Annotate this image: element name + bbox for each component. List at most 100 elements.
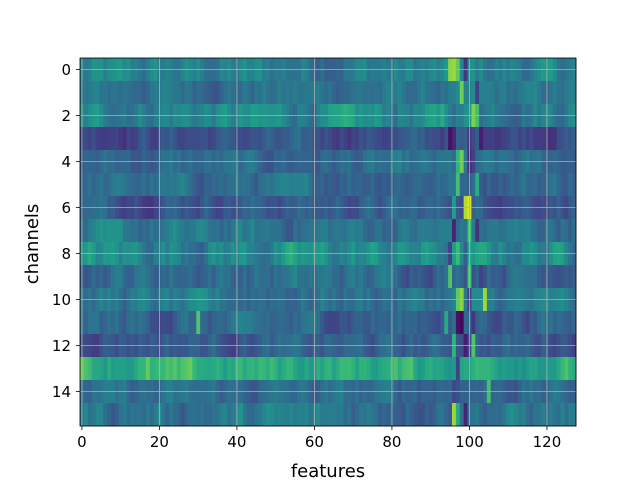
heatmap-cell bbox=[483, 173, 488, 197]
heatmap-cell bbox=[87, 81, 93, 105]
heatmap-cell bbox=[289, 173, 294, 197]
heatmap-cell bbox=[444, 265, 449, 289]
heatmap-cell bbox=[180, 173, 186, 197]
heatmap-cell bbox=[138, 311, 143, 335]
heatmap-cell bbox=[269, 265, 275, 289]
heatmap-cell bbox=[114, 357, 120, 381]
heatmap-cell bbox=[304, 357, 310, 381]
heatmap-cell bbox=[165, 127, 170, 151]
heatmap-cell bbox=[250, 311, 255, 335]
heatmap-cell bbox=[173, 311, 178, 335]
heatmap-cell bbox=[409, 219, 414, 243]
heatmap-cell bbox=[149, 311, 155, 335]
heatmap-cell bbox=[145, 265, 151, 289]
heatmap-cell bbox=[242, 127, 248, 151]
heatmap-cell bbox=[366, 357, 372, 381]
heatmap-cell bbox=[285, 403, 290, 427]
heatmap-cell bbox=[99, 81, 104, 105]
heatmap-cell bbox=[200, 127, 205, 151]
heatmap-cell bbox=[289, 311, 294, 335]
heatmap-cell bbox=[409, 265, 414, 289]
heatmap-cell bbox=[366, 265, 372, 289]
heatmap-cell bbox=[281, 219, 286, 243]
heatmap-cell bbox=[359, 219, 364, 243]
heatmap-cell bbox=[386, 127, 391, 151]
heatmap-cell bbox=[374, 357, 379, 381]
heatmap-cell bbox=[254, 219, 259, 243]
heatmap-cells bbox=[80, 58, 577, 427]
heatmap-cell bbox=[161, 81, 166, 105]
heatmap-cell bbox=[142, 127, 147, 151]
heatmap-cell bbox=[409, 357, 414, 381]
heatmap-cell bbox=[413, 219, 418, 243]
heatmap-cell bbox=[254, 311, 259, 335]
heatmap-cell bbox=[153, 173, 158, 197]
heatmap-cell bbox=[455, 265, 461, 289]
heatmap-cell bbox=[320, 127, 325, 151]
heatmap-cell bbox=[533, 265, 538, 289]
heatmap-cell bbox=[452, 127, 457, 151]
heatmap-cell bbox=[510, 173, 515, 197]
heatmap-cell bbox=[142, 173, 147, 197]
heatmap-cell bbox=[455, 219, 461, 243]
heatmap-cell bbox=[417, 81, 422, 105]
heatmap-cell bbox=[103, 311, 108, 335]
heatmap-cell bbox=[192, 403, 197, 427]
heatmap-cell bbox=[250, 173, 255, 197]
heatmap-cell bbox=[145, 81, 151, 105]
heatmap-cell bbox=[494, 219, 499, 243]
heatmap-cell bbox=[289, 357, 294, 381]
heatmap-cell bbox=[541, 403, 546, 427]
heatmap-cell bbox=[521, 219, 527, 243]
heatmap-cell bbox=[564, 219, 569, 243]
heatmap-cell bbox=[188, 173, 193, 197]
heatmap-cell bbox=[215, 127, 220, 151]
heatmap-cell bbox=[254, 403, 259, 427]
heatmap-cell bbox=[432, 219, 437, 243]
heatmap-cell bbox=[145, 403, 151, 427]
heatmap-cell bbox=[188, 311, 193, 335]
heatmap-cell bbox=[517, 403, 523, 427]
heatmap-cell bbox=[541, 311, 546, 335]
heatmap-cell bbox=[250, 265, 255, 289]
heatmap-cell bbox=[362, 219, 368, 243]
heatmap-cell bbox=[242, 81, 248, 105]
heatmap-cell bbox=[568, 127, 573, 151]
heatmap-cell bbox=[196, 403, 201, 427]
heatmap-cell bbox=[277, 265, 282, 289]
heatmap-cell bbox=[238, 265, 244, 289]
heatmap-cell bbox=[328, 81, 333, 105]
heatmap-cell bbox=[409, 311, 414, 335]
heatmap-cell bbox=[277, 311, 282, 335]
heatmap-cell bbox=[134, 127, 139, 151]
heatmap-cell bbox=[91, 357, 96, 381]
heatmap-cell bbox=[506, 219, 511, 243]
heatmap-cell bbox=[510, 403, 515, 427]
heatmap-cell bbox=[118, 173, 124, 197]
heatmap-cell bbox=[471, 265, 476, 289]
heatmap-cell bbox=[521, 127, 527, 151]
heatmap-cell bbox=[517, 311, 523, 335]
heatmap-cell bbox=[297, 81, 302, 105]
heatmap-cell bbox=[405, 81, 410, 105]
heatmap-cell bbox=[362, 403, 368, 427]
heatmap-cell bbox=[134, 311, 139, 335]
heatmap-cell bbox=[83, 357, 89, 381]
heatmap-cell bbox=[200, 219, 205, 243]
heatmap-cell bbox=[347, 311, 352, 335]
heatmap-cell bbox=[246, 403, 251, 427]
heatmap-cell bbox=[161, 403, 166, 427]
heatmap-cell bbox=[103, 265, 108, 289]
heatmap-cell bbox=[444, 173, 449, 197]
heatmap-cell bbox=[266, 311, 271, 335]
heatmap-cell bbox=[479, 219, 484, 243]
heatmap-cell bbox=[122, 357, 127, 381]
heatmap-cell bbox=[308, 81, 313, 105]
heatmap-cell bbox=[448, 311, 453, 335]
heatmap-cell bbox=[83, 81, 89, 105]
heatmap-cell bbox=[459, 173, 465, 197]
grid-lines bbox=[80, 58, 576, 426]
heatmap-cell bbox=[335, 173, 341, 197]
heatmap-cell bbox=[393, 311, 399, 335]
heatmap-cell bbox=[258, 127, 263, 151]
